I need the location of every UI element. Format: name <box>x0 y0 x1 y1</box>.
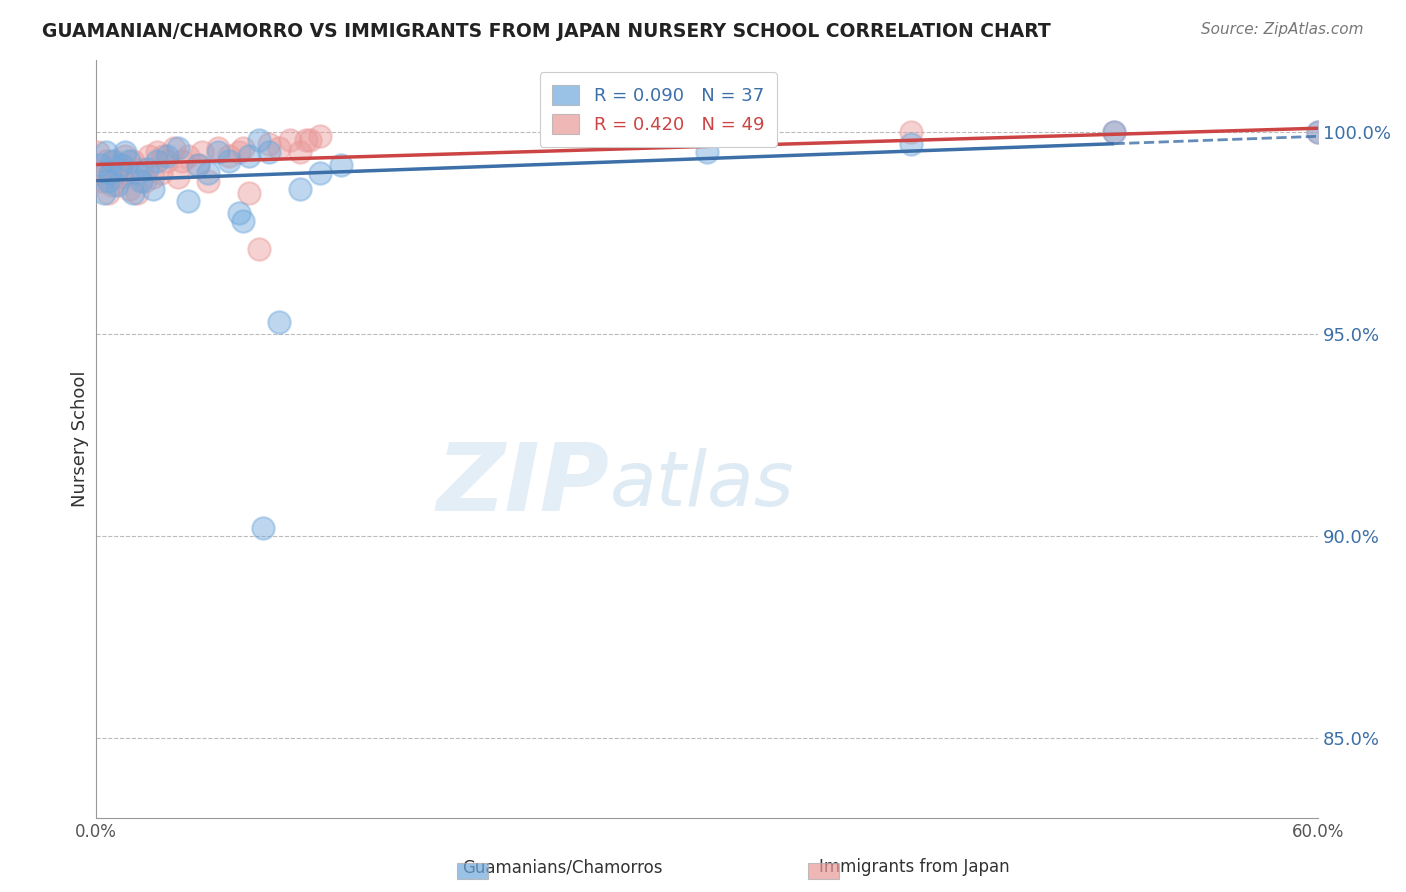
Point <box>309 166 332 180</box>
Point <box>299 133 322 147</box>
Point <box>87 145 110 160</box>
Point <box>118 182 141 196</box>
Point <box>207 141 229 155</box>
Text: GUAMANIAN/CHAMORRO VS IMMIGRANTS FROM JAPAN NURSERY SCHOOL CORRELATION CHART: GUAMANIAN/CHAMORRO VS IMMIGRANTS FROM JA… <box>42 22 1050 41</box>
Point <box>150 166 173 180</box>
Point <box>278 133 301 147</box>
Point <box>125 166 148 180</box>
Point <box>295 133 318 147</box>
Point <box>238 186 260 200</box>
Point <box>232 141 254 155</box>
Point <box>191 145 214 160</box>
Point <box>105 157 128 171</box>
Point <box>1104 125 1126 139</box>
Point <box>228 206 250 220</box>
Point <box>247 133 270 147</box>
Point <box>156 153 179 168</box>
Point <box>156 149 179 163</box>
Point <box>97 174 120 188</box>
Point <box>177 149 200 163</box>
Point <box>197 166 219 180</box>
Point <box>309 129 332 144</box>
Point <box>166 141 188 155</box>
Point <box>136 161 159 176</box>
Point <box>269 315 291 329</box>
Point <box>146 153 169 168</box>
Point <box>228 145 250 160</box>
Point <box>218 149 240 163</box>
Point <box>115 166 138 180</box>
Point <box>121 153 143 168</box>
Point <box>197 174 219 188</box>
Point <box>232 214 254 228</box>
Point <box>114 145 136 160</box>
Point <box>900 137 922 152</box>
Point <box>107 161 129 176</box>
Point <box>259 145 281 160</box>
Point <box>111 157 134 171</box>
Point <box>100 166 122 180</box>
Point <box>187 157 209 171</box>
Point <box>1104 125 1126 139</box>
Point <box>152 149 174 163</box>
Point <box>118 153 141 168</box>
Point <box>114 149 136 163</box>
Point <box>129 174 152 188</box>
Legend: R = 0.090   N = 37, R = 0.420   N = 49: R = 0.090 N = 37, R = 0.420 N = 49 <box>540 72 778 146</box>
Point <box>146 145 169 160</box>
Point <box>121 186 143 200</box>
Point <box>89 166 111 180</box>
Point <box>103 153 125 168</box>
Text: ZIP: ZIP <box>436 439 609 531</box>
Point <box>101 153 124 168</box>
Text: Guamanians/Chamorros: Guamanians/Chamorros <box>463 858 662 876</box>
Point <box>177 194 200 208</box>
Point <box>96 153 118 168</box>
Point <box>288 145 311 160</box>
Text: Source: ZipAtlas.com: Source: ZipAtlas.com <box>1201 22 1364 37</box>
Point <box>100 166 122 180</box>
Point <box>1308 125 1330 139</box>
Text: Immigrants from Japan: Immigrants from Japan <box>818 858 1010 876</box>
Point <box>696 125 718 139</box>
Point <box>170 153 193 168</box>
Point <box>105 178 128 192</box>
Text: atlas: atlas <box>609 448 794 522</box>
Point <box>247 243 270 257</box>
Point <box>93 186 115 200</box>
Point <box>134 174 156 188</box>
Point <box>101 178 124 192</box>
Point <box>238 149 260 163</box>
Point <box>696 145 718 160</box>
Point <box>218 153 240 168</box>
Point <box>207 145 229 160</box>
Point <box>259 137 281 152</box>
Point <box>138 149 160 163</box>
Point <box>96 145 118 160</box>
Point <box>89 157 111 171</box>
Point <box>900 125 922 139</box>
Point <box>129 161 152 176</box>
Point <box>269 141 291 155</box>
Point <box>142 182 165 196</box>
Point <box>97 186 120 200</box>
Y-axis label: Nursery School: Nursery School <box>72 371 89 508</box>
Point <box>110 169 132 184</box>
Point <box>91 174 114 188</box>
Point <box>187 157 209 171</box>
Point <box>288 182 311 196</box>
Point <box>125 186 148 200</box>
Point <box>1308 125 1330 139</box>
Point <box>142 169 165 184</box>
Point <box>329 157 352 171</box>
Point <box>252 521 274 535</box>
Point <box>162 141 184 155</box>
Point <box>110 157 132 171</box>
Point <box>166 169 188 184</box>
